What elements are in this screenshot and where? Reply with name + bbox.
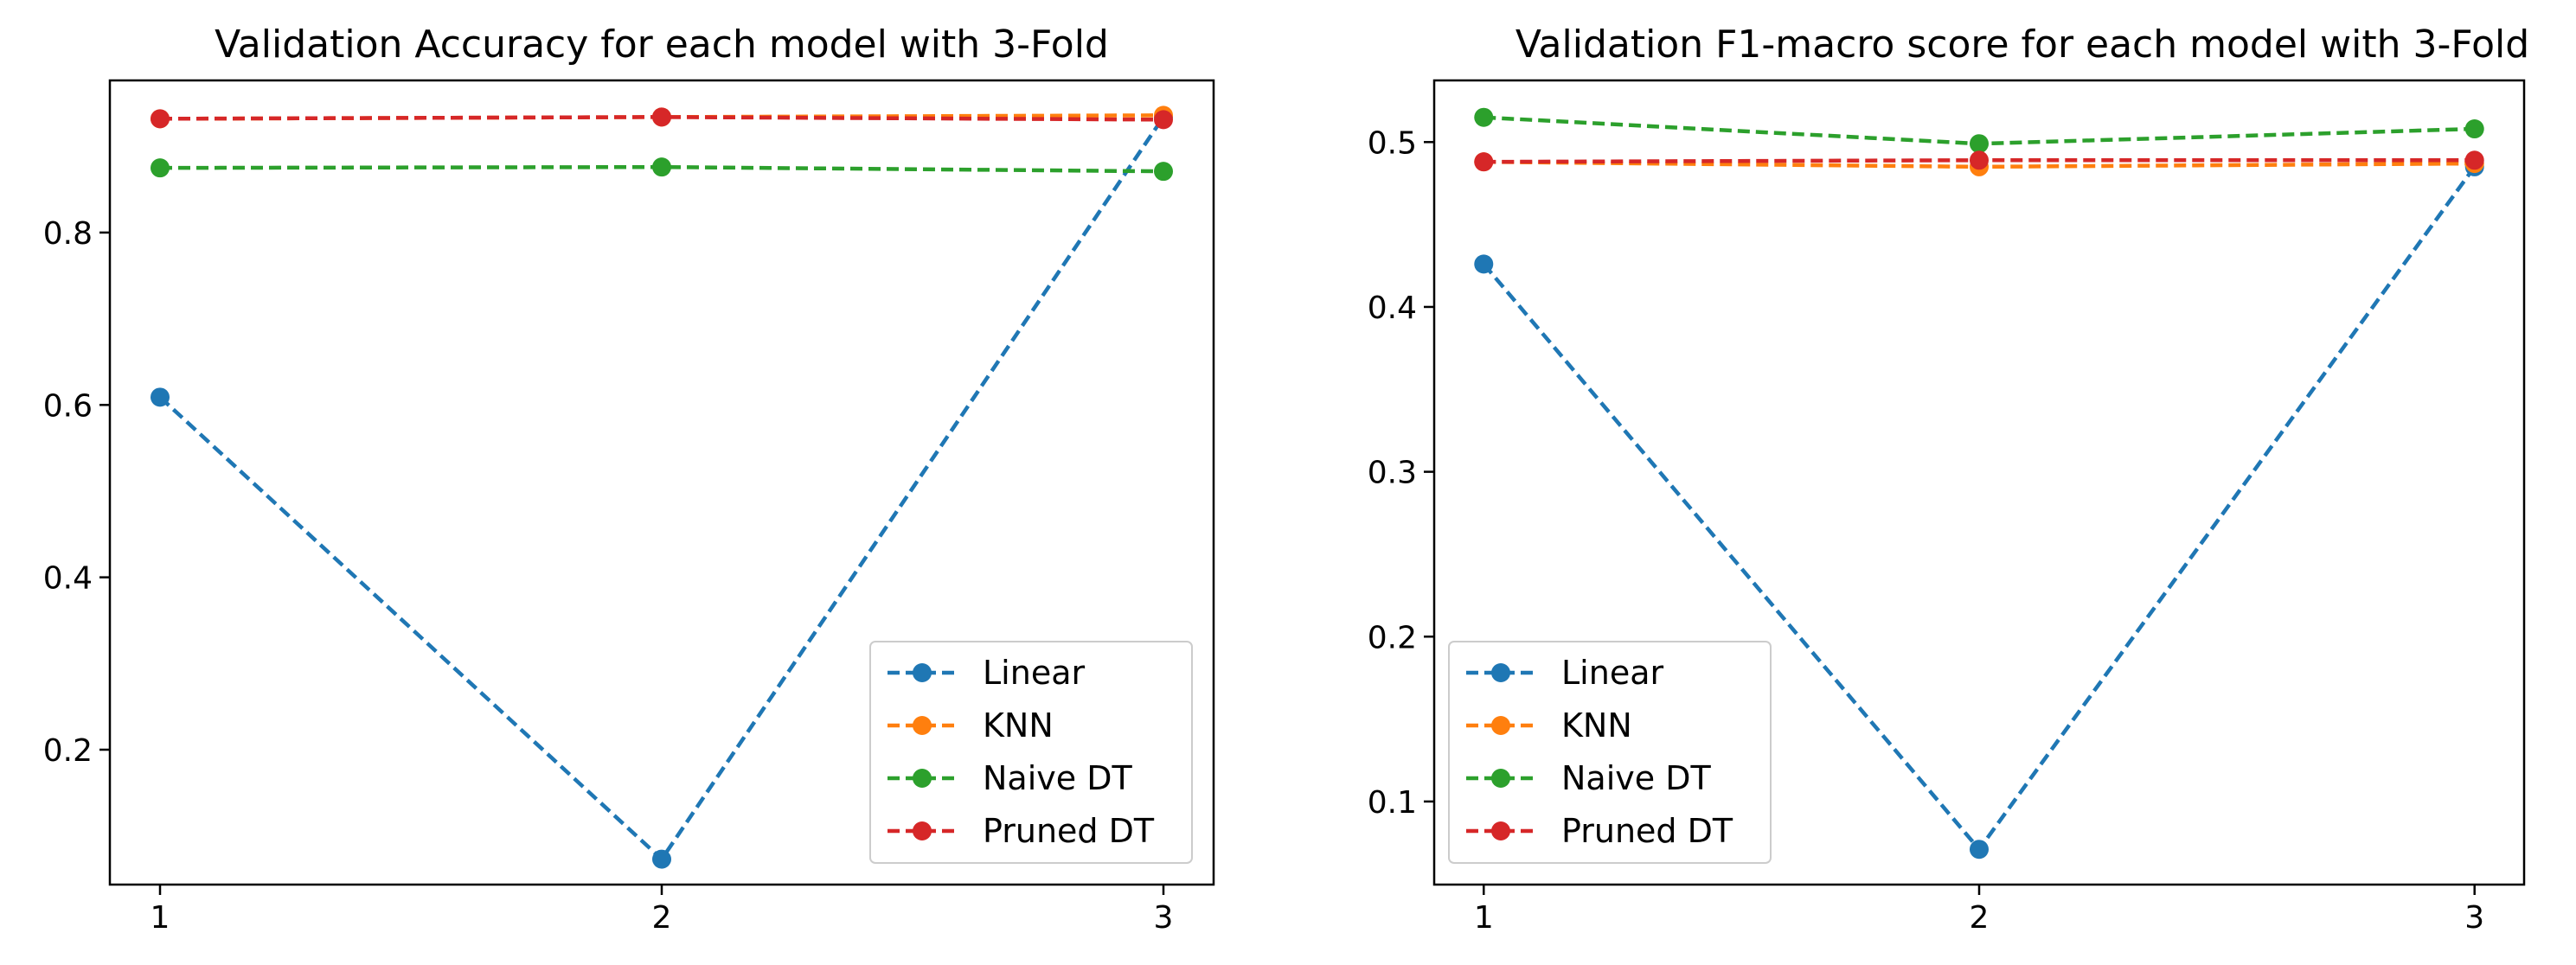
accuracy-y-tick-label: 0.2: [43, 733, 93, 769]
accuracy-legend: Linear KNN Naive DT Pruned DT: [869, 641, 1193, 864]
f1-macro-data-point-naive-dt: [1474, 107, 1494, 127]
accuracy-legend-item-knn: KNN: [888, 706, 1054, 745]
f1-macro-legend-item-linear: Linear: [1466, 654, 1663, 692]
f1-macro-y-tick-label: 0.4: [1368, 291, 1417, 326]
accuracy-series-pruned-dt: [151, 107, 1173, 130]
accuracy-legend-marker: [913, 769, 932, 788]
f1-macro-data-point-pruned-dt: [1970, 150, 1989, 170]
accuracy-data-point-naive-dt: [652, 157, 671, 177]
accuracy-y-tick-label: 0.4: [43, 561, 93, 597]
f1-macro-plot-area: [1474, 107, 2484, 860]
f1-macro-data-point-naive-dt: [1970, 134, 1989, 154]
f1-macro-series-pruned-dt: [1474, 150, 2484, 172]
accuracy-legend-label: Pruned DT: [983, 812, 1155, 850]
f1-macro-axes-frame: [1432, 79, 2526, 886]
f1-macro-legend-label: Naive DT: [1561, 759, 1711, 797]
accuracy-legend-item-pruned-dt: Pruned DT: [888, 812, 1155, 850]
f1-macro-y-tick-label: 0.1: [1368, 785, 1417, 821]
accuracy-x-tick-label: 2: [652, 900, 672, 936]
accuracy-legend-marker: [913, 663, 932, 682]
accuracy-axes-frame: [108, 79, 1215, 886]
accuracy-y-axis: 0.2 0.4 0.6 0.8: [43, 216, 110, 769]
accuracy-series-naive-dt: [151, 157, 1173, 182]
accuracy-x-tick-label: 3: [1154, 900, 1174, 936]
f1-macro-legend-label: Linear: [1561, 654, 1663, 692]
accuracy-legend-label: Naive DT: [983, 759, 1132, 797]
f1-macro-x-tick-label: 2: [1970, 900, 1990, 936]
accuracy-plot-area: [151, 105, 1173, 869]
f1-macro-legend-label: KNN: [1561, 706, 1632, 745]
f1-macro-y-tick-label: 0.5: [1368, 125, 1417, 161]
accuracy-data-point-pruned-dt: [652, 107, 671, 127]
accuracy-data-point-pruned-dt: [151, 109, 170, 129]
f1-macro-legend-marker: [1491, 769, 1510, 788]
f1-macro-legend-label: Pruned DT: [1561, 812, 1733, 850]
f1-macro-x-tick-label: 1: [1474, 900, 1494, 936]
accuracy-legend-item-linear: Linear: [888, 654, 1085, 692]
f1-macro-legend-box: [1448, 641, 1772, 864]
accuracy-legend-marker: [913, 716, 932, 735]
f1-macro-legend-marker: [1491, 663, 1510, 682]
accuracy-data-point-naive-dt: [1154, 162, 1173, 182]
f1-macro-chart-title: Validation F1-macro score for each model…: [1515, 22, 2529, 67]
f1-macro-data-point-pruned-dt: [2464, 150, 2484, 170]
accuracy-legend-item-naive-dt: Naive DT: [888, 759, 1132, 797]
accuracy-x-axis: 1 2 3: [151, 885, 1174, 936]
accuracy-y-tick-label: 0.8: [43, 216, 93, 252]
accuracy-x-tick-label: 1: [151, 900, 170, 936]
accuracy-data-point-naive-dt: [151, 158, 170, 178]
f1-macro-legend: Linear KNN Naive DT Pruned DT: [1448, 641, 1772, 864]
f1-macro-legend-item-pruned-dt: Pruned DT: [1466, 812, 1733, 850]
accuracy-legend-label: Linear: [983, 654, 1085, 692]
accuracy-legend-box: [869, 641, 1193, 864]
f1-macro-x-axis: 1 2 3: [1474, 885, 2484, 936]
f1-macro-series-naive-dt: [1474, 107, 2484, 154]
f1-macro-y-tick-label: 0.2: [1368, 620, 1417, 655]
f1-macro-data-point-linear: [1970, 840, 1989, 860]
f1-macro-data-point-naive-dt: [2464, 119, 2484, 139]
f1-macro-y-tick-label: 0.3: [1368, 456, 1417, 491]
accuracy-chart: Validation Accuracy for each model with …: [43, 22, 1215, 936]
accuracy-legend-label: KNN: [983, 706, 1054, 745]
f1-macro-legend-item-knn: KNN: [1466, 706, 1632, 745]
f1-macro-data-point-linear: [1474, 254, 1494, 274]
f1-macro-x-tick-label: 3: [2464, 900, 2484, 936]
f1-macro-legend-marker: [1491, 716, 1510, 735]
accuracy-data-point-linear: [151, 387, 170, 407]
accuracy-data-point-pruned-dt: [1154, 110, 1173, 130]
accuracy-data-point-linear: [652, 849, 671, 869]
f1-macro-y-axis: 0.1 0.2 0.3 0.4 0.5: [1368, 125, 1434, 821]
accuracy-chart-title: Validation Accuracy for each model with …: [215, 22, 1109, 67]
f1-macro-legend-item-naive-dt: Naive DT: [1466, 759, 1711, 797]
f1-macro-legend-marker: [1491, 821, 1510, 840]
accuracy-y-tick-label: 0.6: [43, 388, 93, 424]
f1-macro-data-point-pruned-dt: [1474, 152, 1494, 172]
accuracy-legend-marker: [913, 821, 932, 840]
f1-macro-chart: Validation F1-macro score for each model…: [1368, 22, 2529, 936]
